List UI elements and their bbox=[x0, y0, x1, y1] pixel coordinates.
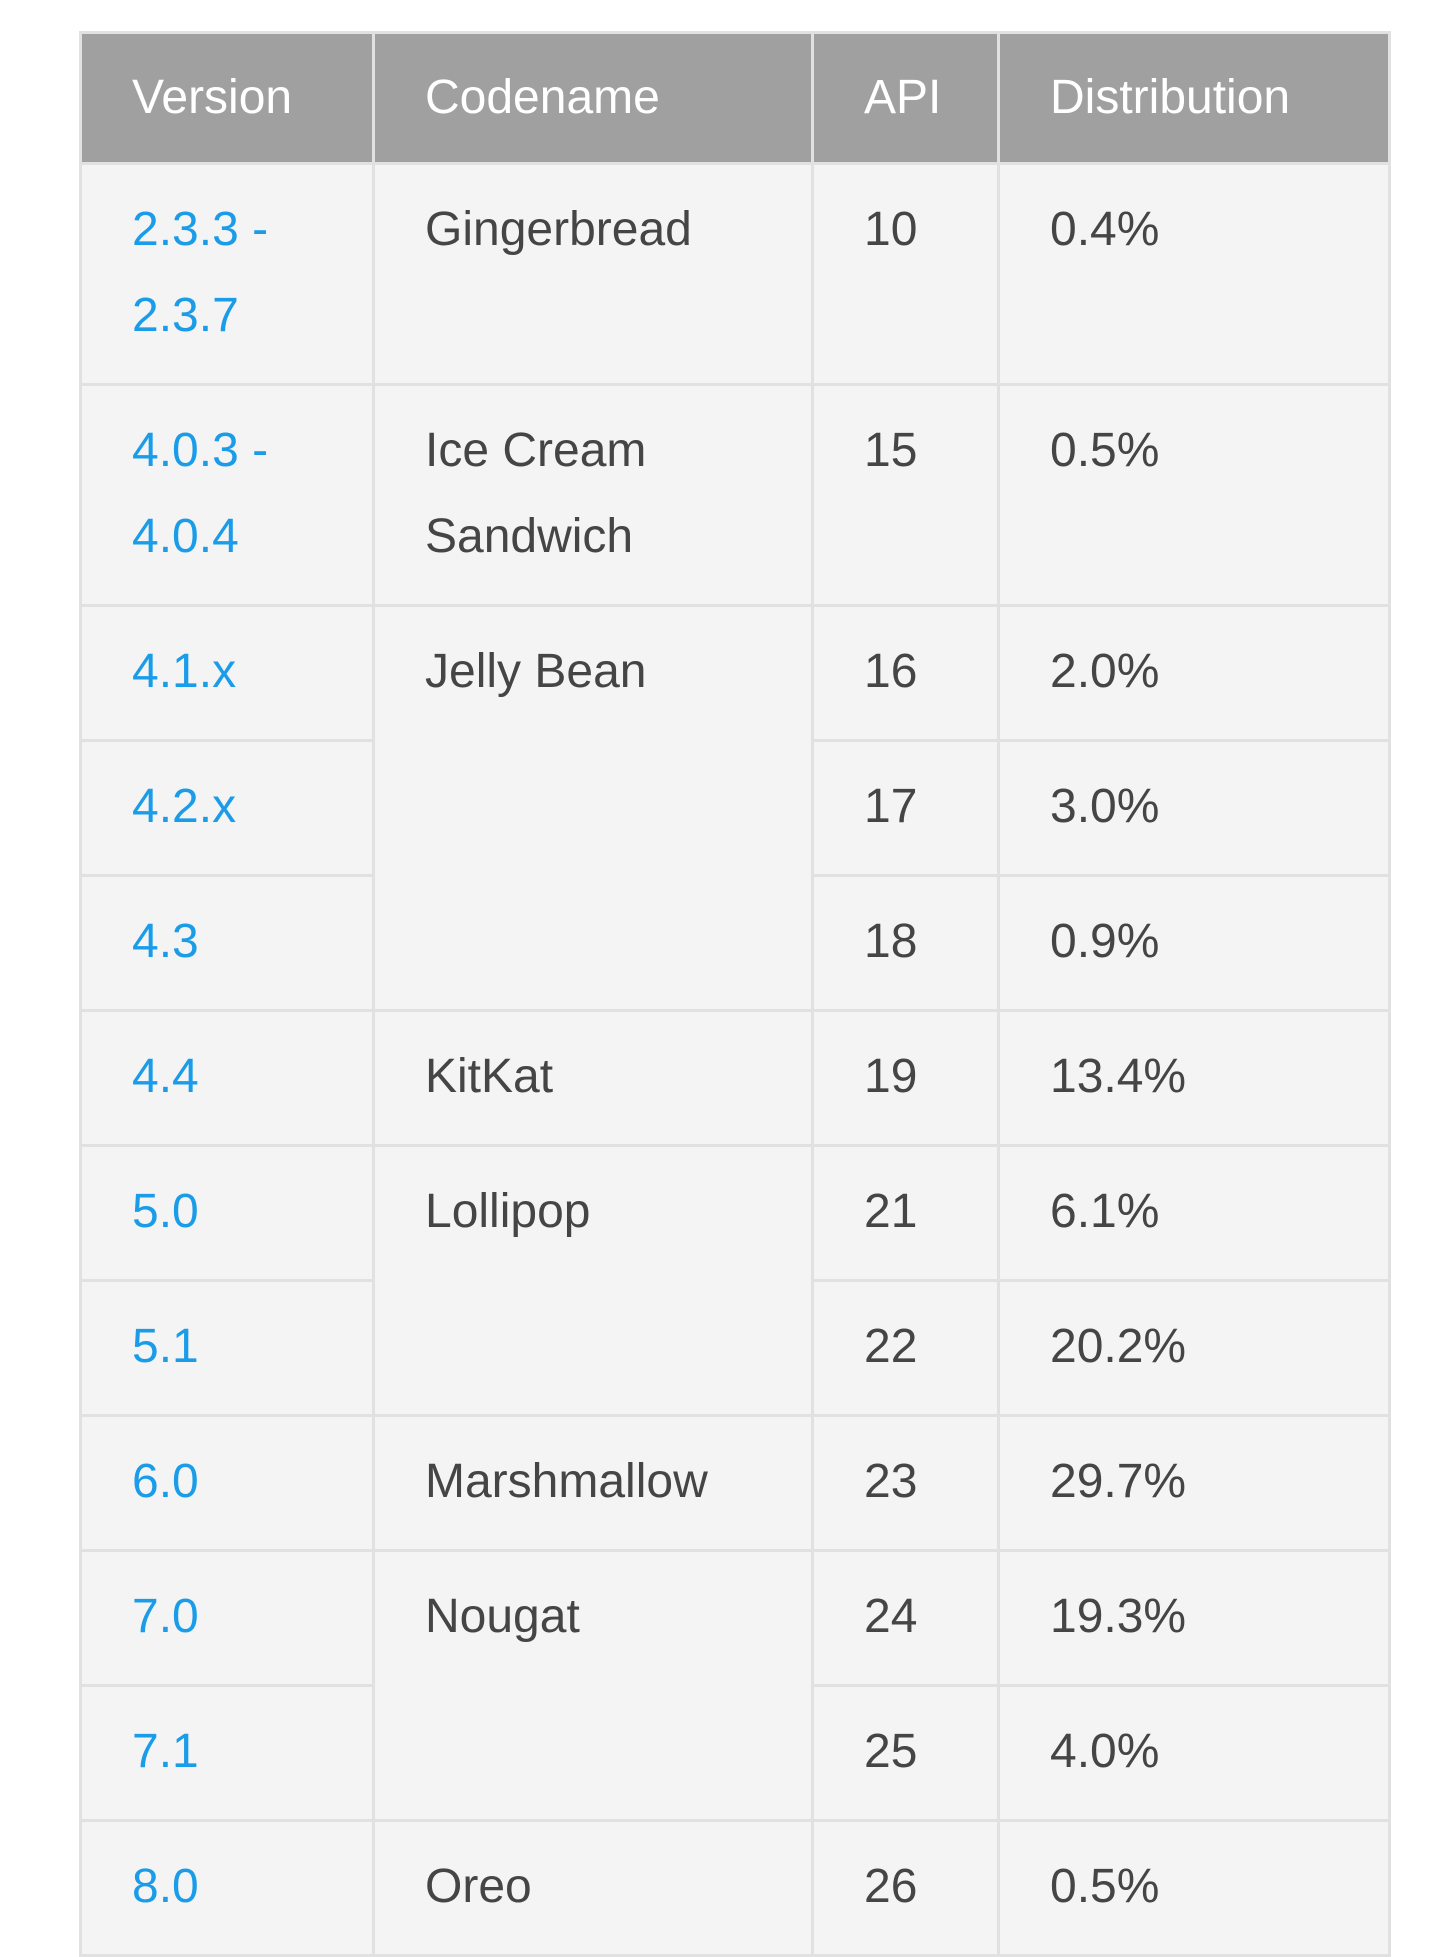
android-distribution-table-container: Version Codename API Distribution 2.3.3 … bbox=[79, 31, 1391, 1957]
version-cell: 4.1.x bbox=[79, 604, 375, 742]
codename-cell: Lollipop bbox=[372, 1144, 814, 1417]
api-cell: 21 bbox=[811, 1144, 1000, 1282]
table-row: 7.0 Nougat 24 19.3% bbox=[79, 1549, 1391, 1822]
api-cell: 19 bbox=[811, 1009, 1000, 1147]
column-header-distribution: Distribution bbox=[997, 31, 1391, 165]
distribution-cell: 29.7% bbox=[997, 1414, 1391, 1552]
table-row: 4.4 KitKat 19 13.4% bbox=[79, 1009, 1391, 1147]
api-cell: 17 bbox=[811, 739, 1000, 877]
table-row: 4.1.x Jelly Bean 16 2.0% bbox=[79, 604, 1391, 1012]
codename-cell: Ice Cream Sandwich bbox=[372, 383, 814, 607]
version-cell: 7.0 bbox=[79, 1549, 375, 1687]
codename-cell: Oreo bbox=[372, 1819, 814, 1957]
codename-cell: Nougat bbox=[372, 1549, 814, 1822]
api-cell: 23 bbox=[811, 1414, 1000, 1552]
table-row: 7.1 25 4.0% bbox=[79, 1684, 1391, 1822]
distribution-cell: 0.5% bbox=[997, 383, 1391, 607]
distribution-cell: 6.1% bbox=[997, 1144, 1391, 1282]
table-row: 6.0 Marshmallow 23 29.7% bbox=[79, 1414, 1391, 1552]
codename-cell: Gingerbread bbox=[372, 162, 814, 386]
api-cell: 25 bbox=[811, 1684, 1000, 1822]
column-header-api: API bbox=[811, 31, 1000, 165]
version-cell: 2.3.3 - 2.3.7 bbox=[79, 162, 375, 386]
version-link[interactable]: 4.3 bbox=[132, 915, 199, 968]
table-row: 4.0.3 - 4.0.4 Ice Cream Sandwich 15 0.5% bbox=[79, 383, 1391, 607]
version-cell: 5.0 bbox=[79, 1144, 375, 1282]
distribution-cell: 0.9% bbox=[997, 874, 1391, 1012]
column-header-codename: Codename bbox=[372, 31, 814, 165]
table-row: 8.0 Oreo 26 0.5% bbox=[79, 1819, 1391, 1957]
distribution-cell: 13.4% bbox=[997, 1009, 1391, 1147]
distribution-cell: 19.3% bbox=[997, 1549, 1391, 1687]
api-cell: 15 bbox=[811, 383, 1000, 607]
api-cell: 10 bbox=[811, 162, 1000, 386]
codename-cell: Marshmallow bbox=[372, 1414, 814, 1552]
distribution-cell: 20.2% bbox=[997, 1279, 1391, 1417]
api-cell: 24 bbox=[811, 1549, 1000, 1687]
table-row: 4.3 18 0.9% bbox=[79, 874, 1391, 1012]
distribution-cell: 3.0% bbox=[997, 739, 1391, 877]
column-header-version: Version bbox=[79, 31, 375, 165]
codename-cell: Jelly Bean bbox=[372, 604, 814, 1012]
table-row: 4.2.x 17 3.0% bbox=[79, 739, 1391, 877]
api-cell: 18 bbox=[811, 874, 1000, 1012]
version-link[interactable]: 2.3.3 - 2.3.7 bbox=[132, 203, 269, 342]
api-cell: 22 bbox=[811, 1279, 1000, 1417]
version-link[interactable]: 5.0 bbox=[132, 1185, 199, 1238]
distribution-cell: 4.0% bbox=[997, 1684, 1391, 1822]
version-link[interactable]: 6.0 bbox=[132, 1455, 199, 1508]
android-version-distribution-table: Version Codename API Distribution 2.3.3 … bbox=[79, 31, 1391, 1957]
codename-cell: KitKat bbox=[372, 1009, 814, 1147]
table-row: 2.3.3 - 2.3.7 Gingerbread 10 0.4% bbox=[79, 162, 1391, 386]
table-row: 5.1 22 20.2% bbox=[79, 1279, 1391, 1417]
distribution-cell: 0.4% bbox=[997, 162, 1391, 386]
version-cell: 4.2.x bbox=[79, 739, 375, 877]
version-cell: 4.3 bbox=[79, 874, 375, 1012]
version-link[interactable]: 4.1.x bbox=[132, 645, 237, 698]
version-link[interactable]: 8.0 bbox=[132, 1860, 199, 1913]
version-link[interactable]: 4.2.x bbox=[132, 780, 237, 833]
version-link[interactable]: 7.1 bbox=[132, 1725, 199, 1778]
version-cell: 6.0 bbox=[79, 1414, 375, 1552]
version-link[interactable]: 5.1 bbox=[132, 1320, 199, 1373]
version-cell: 5.1 bbox=[79, 1279, 375, 1417]
version-link[interactable]: 4.0.3 - 4.0.4 bbox=[132, 424, 269, 563]
version-cell: 7.1 bbox=[79, 1684, 375, 1822]
header-row: Version Codename API Distribution bbox=[79, 31, 1391, 165]
version-cell: 8.0 bbox=[79, 1819, 375, 1957]
table-row: 5.0 Lollipop 21 6.1% bbox=[79, 1144, 1391, 1417]
api-cell: 26 bbox=[811, 1819, 1000, 1957]
api-cell: 16 bbox=[811, 604, 1000, 742]
version-link[interactable]: 7.0 bbox=[132, 1590, 199, 1643]
distribution-cell: 0.5% bbox=[997, 1819, 1391, 1957]
version-link[interactable]: 4.4 bbox=[132, 1050, 199, 1103]
version-cell: 4.4 bbox=[79, 1009, 375, 1147]
distribution-cell: 2.0% bbox=[997, 604, 1391, 742]
version-cell: 4.0.3 - 4.0.4 bbox=[79, 383, 375, 607]
